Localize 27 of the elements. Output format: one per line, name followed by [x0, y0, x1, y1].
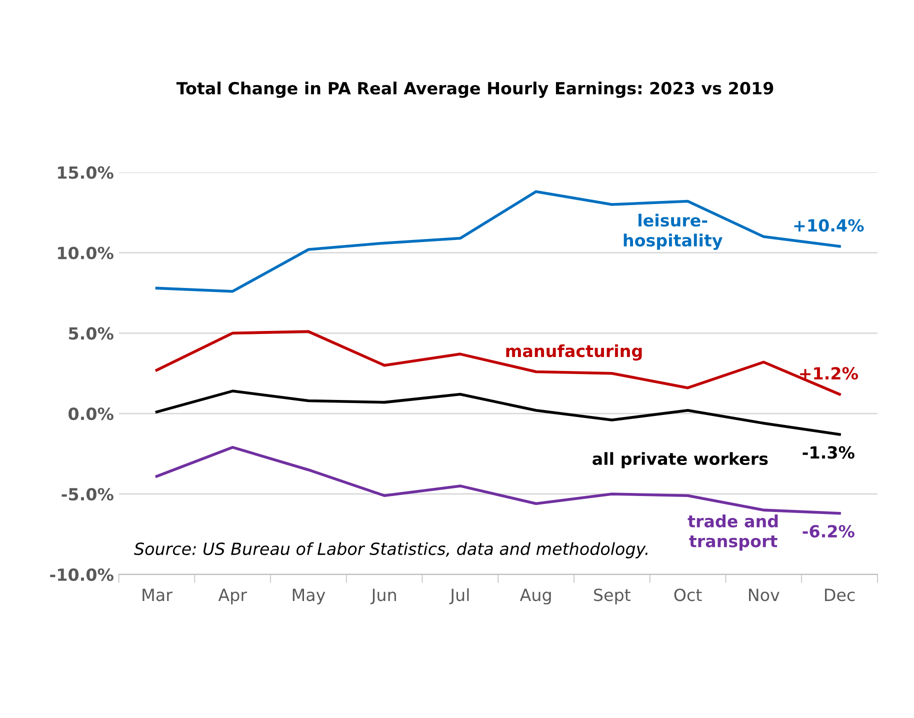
x-tick-label: Jul [449, 588, 469, 604]
x-tick-label: Nov [749, 588, 780, 602]
x-tick-label: Apr [218, 588, 248, 604]
y-tick-label: -10.0% [50, 568, 114, 581]
x-tick-label: Dec [825, 588, 855, 602]
line-series [155, 390, 841, 436]
series-label: all private workers [592, 452, 768, 468]
y-tick-label: 0.0% [68, 408, 114, 420]
x-tick-label: Mar [142, 588, 172, 602]
x-tick-label: Jun [370, 588, 396, 604]
series-label: leisure- hospitality [624, 214, 722, 250]
chart-title: Total Change in PA Real Average Hourly Earnings: 2023 vs 2019 [176, 82, 774, 98]
y-tick-label: -5.0% [62, 488, 114, 501]
y-tick-label: 10.0% [58, 246, 114, 260]
data-label: -6.2% [802, 524, 854, 538]
data-label: +10.4% [794, 219, 864, 232]
x-tick-label: Oct [674, 588, 702, 602]
series-label: manufacturing [506, 344, 642, 361]
y-tick-label: 5.0% [69, 327, 114, 340]
x-tick-label: May [292, 588, 326, 604]
annotation: Source: US Bureau of Labor Statistics, data and methodology. [134, 542, 648, 558]
x-tick-label: Aug [520, 588, 551, 604]
series-label: trade and transport [688, 514, 778, 551]
y-tick-label: 15.0% [58, 166, 114, 179]
data-label: -1.3% [802, 446, 854, 459]
data-label: +1.2% [800, 367, 858, 380]
x-tick-label: Sept [594, 588, 630, 604]
